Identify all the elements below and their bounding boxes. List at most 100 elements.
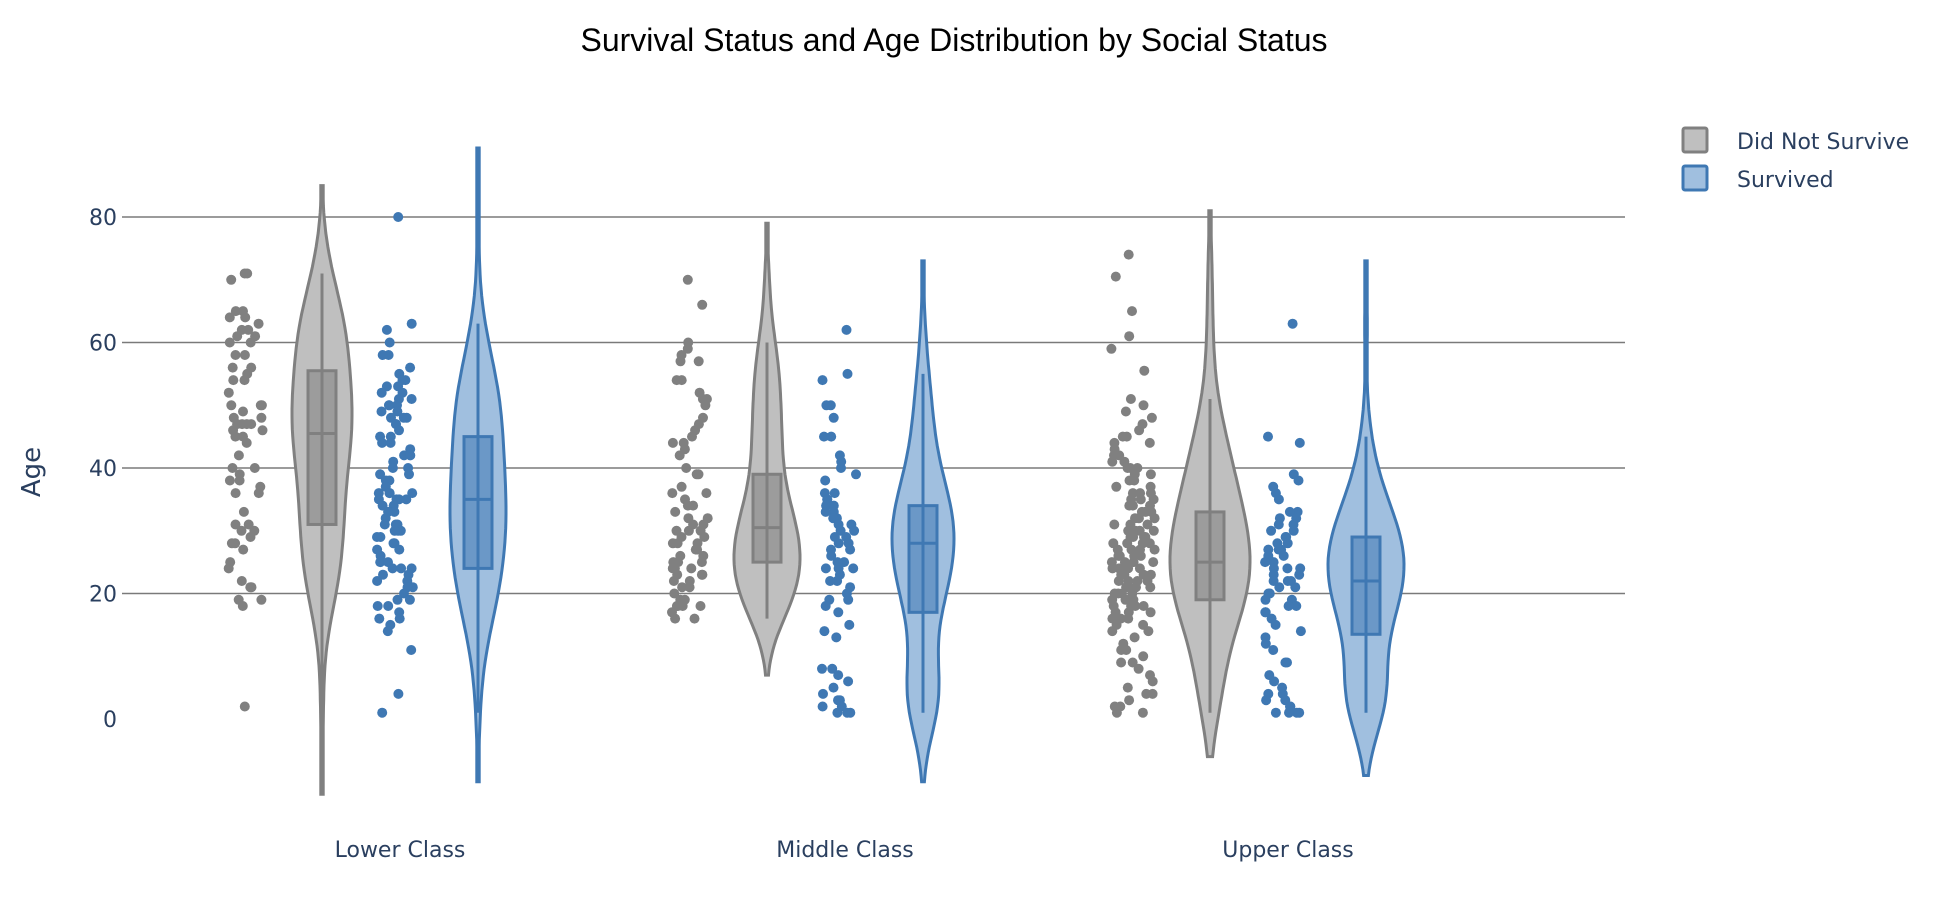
strip-point xyxy=(384,400,395,411)
strip-point xyxy=(407,488,418,499)
strip-point xyxy=(1123,613,1134,624)
strip-point xyxy=(241,437,252,448)
strip-point xyxy=(672,538,683,549)
violin-box xyxy=(1350,535,1382,636)
strip-point xyxy=(1261,695,1272,706)
strip-point xyxy=(681,463,692,473)
strip-point xyxy=(234,475,245,486)
strip-point xyxy=(1139,365,1150,376)
strip-point xyxy=(832,576,843,586)
strip-point xyxy=(383,601,394,611)
strip-point xyxy=(240,312,251,323)
y-tick-20: 20 xyxy=(89,583,117,608)
legend-swatch xyxy=(1681,126,1709,154)
strip-point xyxy=(675,356,686,367)
strip-point xyxy=(1284,506,1295,517)
strip-point xyxy=(223,387,234,398)
strip-point xyxy=(230,488,241,499)
violin-box xyxy=(907,504,939,614)
strip-point xyxy=(676,375,687,386)
strip-point xyxy=(230,306,241,317)
strip-point xyxy=(376,406,387,417)
strip-point xyxy=(394,544,405,555)
series-did-not-survive xyxy=(223,184,1252,796)
strip-point xyxy=(387,563,398,574)
strip-point xyxy=(1116,657,1127,668)
strip-point xyxy=(372,532,382,542)
strip-point xyxy=(227,362,238,373)
strip-point xyxy=(1111,707,1122,718)
y-tick-0: 0 xyxy=(103,708,117,733)
strip-point xyxy=(1133,663,1144,674)
legend-item-survived[interactable]: Survived xyxy=(1681,164,1834,193)
strip-point xyxy=(820,563,831,574)
strip-point xyxy=(826,431,837,442)
violin-group-1 xyxy=(667,221,802,677)
strip-point xyxy=(384,337,395,348)
strip-point xyxy=(230,350,241,360)
strip-point xyxy=(669,588,680,599)
strip-point xyxy=(230,538,241,549)
strip-point xyxy=(1125,394,1136,404)
strip-point xyxy=(833,670,844,681)
strip-point xyxy=(376,387,387,398)
strip-point xyxy=(690,544,701,555)
strip-point xyxy=(239,375,250,386)
strip-point xyxy=(405,362,416,373)
strip-point xyxy=(1295,626,1306,637)
strip-point xyxy=(230,519,241,530)
strip-point xyxy=(253,488,264,499)
strip-point xyxy=(1278,550,1289,561)
y-tick-labels: 0 20 40 60 80 xyxy=(89,206,117,733)
strip-point xyxy=(393,212,404,222)
strip-point xyxy=(1282,538,1293,549)
strip-point xyxy=(683,525,694,536)
strip-point xyxy=(227,463,238,473)
strip-point xyxy=(817,701,828,712)
strip-point xyxy=(392,406,403,417)
y-tick-60: 60 xyxy=(89,332,117,357)
strip-point xyxy=(842,368,853,379)
strip-point xyxy=(377,707,388,718)
strip-point xyxy=(1113,576,1124,586)
strip-point xyxy=(841,324,852,335)
strip-point xyxy=(1270,619,1281,630)
strip-point xyxy=(232,331,243,342)
strip-point xyxy=(1141,688,1152,699)
strip-point xyxy=(1135,494,1146,505)
strip-point xyxy=(257,425,268,436)
strip-point xyxy=(817,663,827,674)
strip-point xyxy=(1282,576,1293,586)
strip-point xyxy=(843,676,854,687)
strip-point xyxy=(384,488,395,499)
strip-point xyxy=(1294,569,1305,580)
violin-group-0 xyxy=(372,146,508,784)
strip-point xyxy=(851,469,861,480)
strip-point xyxy=(696,557,707,568)
strip-point xyxy=(385,437,396,448)
strip-point xyxy=(1274,582,1285,593)
strip-point xyxy=(233,450,244,461)
strip-point xyxy=(699,532,710,542)
strip-point xyxy=(389,525,400,536)
strip-point xyxy=(831,632,842,643)
strip-point xyxy=(843,594,854,605)
strip-point xyxy=(1144,437,1155,448)
strip-point xyxy=(1127,500,1138,511)
strip-point xyxy=(1121,431,1132,442)
strip-point xyxy=(236,576,247,586)
violin-box xyxy=(306,369,338,526)
strip-point xyxy=(1288,525,1299,536)
strip-point xyxy=(667,437,678,448)
strip-point xyxy=(1273,519,1284,530)
strip-point xyxy=(833,607,844,618)
strip-point xyxy=(404,469,414,480)
strip-point xyxy=(820,506,831,517)
strip-point xyxy=(238,506,249,517)
legend-item-did-not-survive[interactable]: Did Not Survive xyxy=(1681,126,1909,155)
strip-point xyxy=(1129,632,1140,643)
strip-point xyxy=(700,400,711,411)
strip-point xyxy=(670,613,681,624)
strip-point xyxy=(401,494,412,505)
strip-point xyxy=(1146,412,1157,423)
